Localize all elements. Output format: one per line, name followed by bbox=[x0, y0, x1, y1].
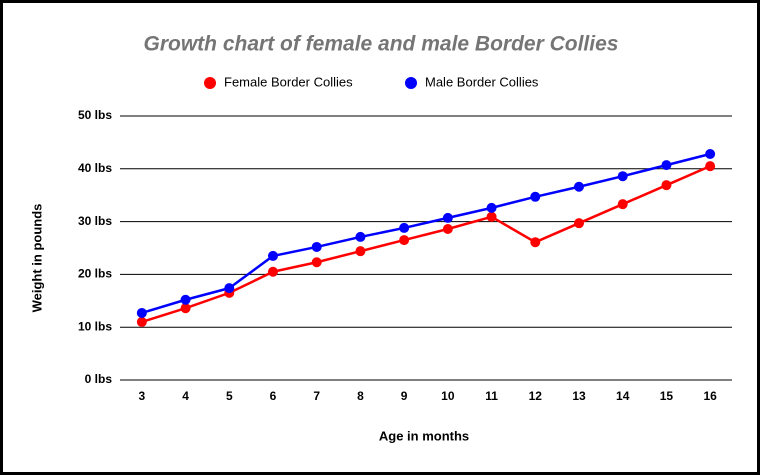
legend-label: Female Border Collies bbox=[224, 74, 353, 89]
x-tick-label: 5 bbox=[226, 389, 233, 403]
x-tick-label: 16 bbox=[703, 389, 717, 403]
legend-marker bbox=[405, 77, 417, 89]
y-tick-label: 40 lbs bbox=[78, 161, 112, 175]
point bbox=[136, 307, 147, 318]
point bbox=[224, 283, 235, 294]
point bbox=[574, 181, 584, 192]
point bbox=[399, 235, 410, 246]
x-tick-label: 4 bbox=[182, 389, 189, 403]
legend-marker bbox=[204, 77, 216, 89]
point bbox=[136, 316, 147, 327]
x-tick-label: 12 bbox=[529, 389, 543, 403]
point bbox=[617, 171, 628, 182]
point bbox=[180, 294, 191, 305]
y-tick-label: 10 lbs bbox=[78, 319, 112, 333]
point bbox=[442, 223, 453, 234]
point bbox=[399, 222, 410, 233]
x-tick-label: 10 bbox=[441, 389, 455, 403]
point bbox=[311, 241, 322, 252]
point bbox=[311, 257, 322, 268]
point bbox=[268, 266, 278, 277]
series-line bbox=[141, 152, 711, 315]
y-tick-label: 0 lbs bbox=[85, 372, 113, 386]
chart-title: Growth chart of female and male Border C… bbox=[144, 33, 619, 56]
point bbox=[661, 180, 672, 191]
y-tick-label: 30 lbs bbox=[78, 214, 112, 228]
x-tick-label: 11 bbox=[485, 389, 498, 403]
x-tick-label: 3 bbox=[139, 389, 146, 403]
x-tick-label: 9 bbox=[401, 389, 408, 403]
point bbox=[486, 211, 497, 222]
point bbox=[180, 303, 191, 314]
x-tick-label: 13 bbox=[572, 389, 586, 403]
point bbox=[530, 237, 541, 248]
point bbox=[705, 161, 716, 172]
y-tick-label: 20 lbs bbox=[78, 267, 112, 281]
x-tick-label: 14 bbox=[616, 389, 630, 403]
point bbox=[530, 191, 541, 202]
point bbox=[617, 199, 628, 210]
point bbox=[705, 149, 716, 160]
point bbox=[486, 202, 497, 213]
point bbox=[574, 218, 584, 229]
point bbox=[661, 160, 672, 171]
point bbox=[442, 212, 453, 223]
x-tick-label: 15 bbox=[660, 389, 674, 403]
y-axis-label: Weight in pounds bbox=[29, 204, 44, 313]
y-tick-label: 50 lbs bbox=[78, 108, 112, 122]
x-axis-label: Age in months bbox=[379, 428, 469, 443]
x-tick-label: 6 bbox=[270, 389, 277, 403]
point bbox=[355, 246, 366, 257]
point bbox=[268, 250, 278, 261]
legend-label: Male Border Collies bbox=[425, 74, 539, 89]
point bbox=[355, 231, 366, 242]
x-tick-label: 7 bbox=[313, 389, 320, 403]
series-line bbox=[141, 165, 711, 324]
x-tick-label: 8 bbox=[357, 389, 364, 403]
